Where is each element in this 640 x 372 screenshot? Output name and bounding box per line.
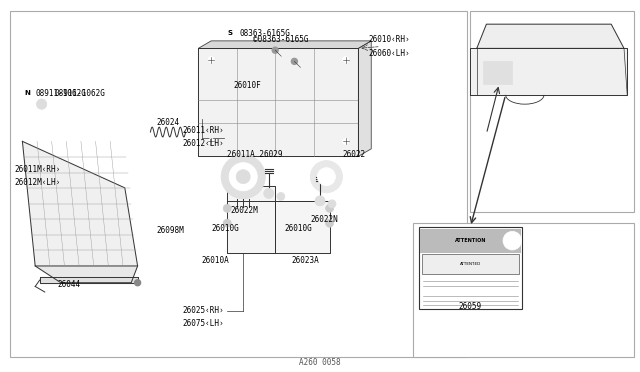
Bar <box>470 11 634 212</box>
Text: N: N <box>24 90 30 96</box>
Bar <box>419 227 522 309</box>
Bar <box>10 11 467 357</box>
Text: 08911-1062G: 08911-1062G <box>35 89 86 97</box>
Polygon shape <box>477 24 624 48</box>
Polygon shape <box>22 141 138 266</box>
Text: 26023A: 26023A <box>291 256 319 265</box>
Circle shape <box>291 58 298 64</box>
Circle shape <box>317 168 335 186</box>
Text: ATTENTED: ATTENTED <box>460 262 481 266</box>
Text: 26012‹LH›: 26012‹LH› <box>182 139 224 148</box>
Circle shape <box>326 204 333 212</box>
Circle shape <box>221 155 265 199</box>
Polygon shape <box>227 186 275 253</box>
Circle shape <box>208 57 214 62</box>
Polygon shape <box>40 277 138 283</box>
Polygon shape <box>35 266 138 283</box>
Text: ©08363-6165G: ©08363-6165G <box>253 35 308 44</box>
Text: 26010G: 26010G <box>285 224 312 233</box>
Text: 26010F: 26010F <box>234 81 261 90</box>
Circle shape <box>342 138 349 144</box>
Circle shape <box>20 86 34 100</box>
Circle shape <box>264 189 274 198</box>
Circle shape <box>229 163 257 191</box>
Polygon shape <box>470 48 627 95</box>
Circle shape <box>276 192 285 201</box>
Circle shape <box>236 170 250 184</box>
Circle shape <box>310 161 342 193</box>
Bar <box>483 61 512 84</box>
Text: 26022N: 26022N <box>310 215 338 224</box>
Text: 26012M‹LH›: 26012M‹LH› <box>14 178 60 187</box>
Polygon shape <box>198 41 371 48</box>
Text: S: S <box>228 31 233 36</box>
Polygon shape <box>275 201 330 253</box>
Circle shape <box>225 28 236 39</box>
Text: 26010A: 26010A <box>202 256 229 265</box>
Circle shape <box>326 219 333 227</box>
Circle shape <box>342 57 349 62</box>
Circle shape <box>315 196 325 206</box>
Circle shape <box>223 204 231 212</box>
Text: 26098M: 26098M <box>157 226 184 235</box>
Circle shape <box>503 231 522 250</box>
Text: 26025‹RH›: 26025‹RH› <box>182 306 224 315</box>
Circle shape <box>208 138 214 144</box>
Text: 08911-1062G: 08911-1062G <box>54 89 105 97</box>
Bar <box>413 223 634 357</box>
Text: 26022M: 26022M <box>230 206 258 215</box>
Text: 26011M‹RH›: 26011M‹RH› <box>14 165 60 174</box>
Polygon shape <box>198 48 358 156</box>
Circle shape <box>328 200 336 208</box>
Text: 26024: 26024 <box>157 118 180 127</box>
Text: 26060‹LH›: 26060‹LH› <box>368 49 410 58</box>
Polygon shape <box>358 41 371 156</box>
Text: 26044: 26044 <box>58 280 81 289</box>
Text: 26059: 26059 <box>459 302 482 311</box>
Text: 26011A 26029: 26011A 26029 <box>227 150 283 159</box>
Circle shape <box>272 47 278 53</box>
Circle shape <box>36 99 47 109</box>
Bar <box>422 254 518 275</box>
Text: 08363-6165G: 08363-6165G <box>240 29 291 38</box>
Text: 26010‹RH›: 26010‹RH› <box>368 35 410 44</box>
Text: 26022: 26022 <box>342 150 365 159</box>
Circle shape <box>223 219 231 227</box>
Circle shape <box>134 280 141 286</box>
Bar <box>420 229 520 253</box>
Text: ATTENTION: ATTENTION <box>454 238 486 243</box>
Text: 26010G: 26010G <box>211 224 239 233</box>
Text: 26011‹RH›: 26011‹RH› <box>182 126 224 135</box>
Text: A260 0058: A260 0058 <box>299 358 341 367</box>
Text: 26075‹LH›: 26075‹LH› <box>182 319 224 328</box>
